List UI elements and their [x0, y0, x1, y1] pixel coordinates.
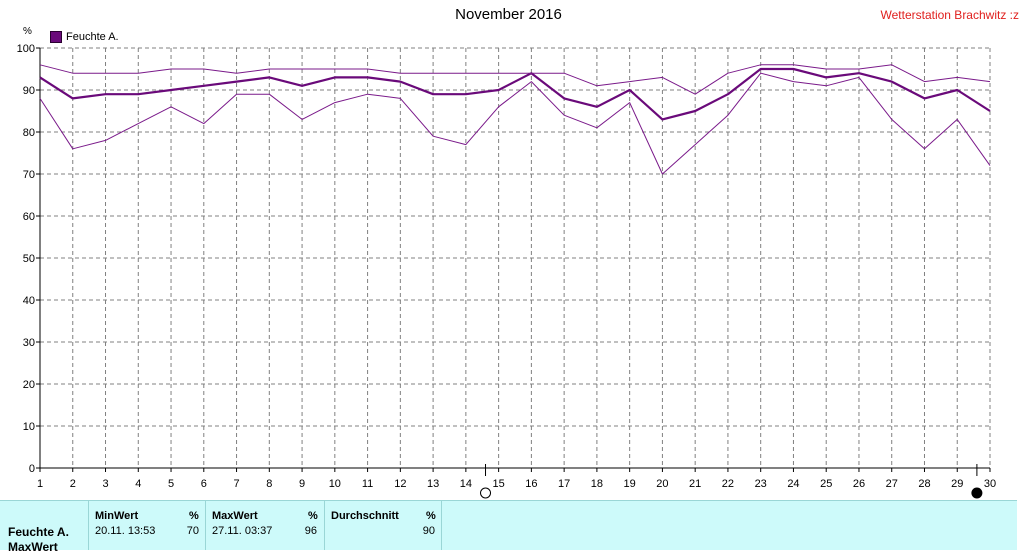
- x-tick-label: 10: [329, 478, 341, 490]
- x-tick-label: 25: [820, 478, 832, 490]
- series-lines: [39, 64, 991, 175]
- stats-series-sub: MaxWert: [8, 540, 58, 554]
- x-tick-label: 19: [624, 478, 636, 490]
- stats-min-value: 70: [186, 525, 199, 537]
- stats-min-cell: MinWert % 20.11. 13:53 70: [88, 501, 205, 550]
- y-tick-label: 70: [23, 169, 35, 181]
- x-tick-label: 22: [722, 478, 734, 490]
- stats-min-unit: %: [189, 510, 199, 522]
- y-tick-label: 100: [17, 43, 35, 55]
- x-tick-label: 23: [755, 478, 767, 490]
- y-tick-label: 90: [23, 85, 35, 97]
- x-tick-label: 3: [102, 478, 108, 490]
- x-tick-label: 20: [656, 478, 668, 490]
- y-tick-labels: 0 10 20 30 40 50 60 70 80 90 100: [17, 43, 35, 475]
- x-tick-label: 29: [951, 478, 963, 490]
- axes: [36, 47, 991, 472]
- stats-max-timestamp: 27.11. 03:37: [212, 525, 273, 537]
- x-tick-label: 7: [233, 478, 239, 490]
- stats-avg-unit: %: [426, 510, 436, 522]
- series-line-max: [39, 64, 991, 95]
- stats-avg-cell: Durchschnitt % 90: [324, 501, 441, 550]
- x-tick-label: 9: [299, 478, 305, 490]
- moon-phases: [480, 464, 983, 499]
- legend-label: Feuchte A.: [66, 31, 119, 43]
- x-tick-label: 30: [984, 478, 996, 490]
- legend: Feuchte A.: [50, 31, 119, 43]
- grid: [40, 47, 991, 468]
- x-tick-label: 21: [689, 478, 701, 490]
- stats-max-cell: MaxWert % 27.11. 03:37 96: [205, 501, 324, 550]
- x-tick-label: 1: [37, 478, 43, 490]
- y-tick-label: 30: [23, 337, 35, 349]
- x-tick-label: 8: [266, 478, 272, 490]
- stats-min-header: MinWert: [95, 510, 139, 522]
- y-tick-label: 0: [29, 463, 35, 475]
- station-name: Wetterstation Brachwitz :z: [880, 8, 1020, 22]
- stats-avg-header: Durchschnitt: [331, 510, 399, 522]
- x-tick-label: 15: [492, 478, 504, 490]
- stats-divider: [441, 501, 442, 550]
- series-line-min: [39, 72, 991, 175]
- x-tick-label: 13: [427, 478, 439, 490]
- full-moon-icon: [480, 487, 492, 499]
- stats-series-name: Feuchte A.: [8, 525, 69, 539]
- x-tick-label: 18: [591, 478, 603, 490]
- y-tick-label: 10: [23, 421, 35, 433]
- stats-max-header: MaxWert: [212, 510, 258, 522]
- y-tick-label: 40: [23, 295, 35, 307]
- y-tick-label: 20: [23, 379, 35, 391]
- legend-swatch: [50, 31, 62, 43]
- stats-avg-value: 90: [422, 525, 435, 537]
- x-tick-labels: 1 2 3 4 5 6 7 8 9 10 11 12 13 14 15 16 17 18 19 20 21 22 23 24 2…: [37, 478, 996, 490]
- x-tick-label: 26: [853, 478, 865, 490]
- chart-title: November 2016: [455, 6, 562, 23]
- y-tick-label: 50: [23, 253, 35, 265]
- x-tick-label: 5: [168, 478, 174, 490]
- series-line-avg: [39, 67, 991, 121]
- x-tick-label: 28: [918, 478, 930, 490]
- y-tick-label: 80: [23, 127, 35, 139]
- x-tick-label: 24: [787, 478, 799, 490]
- new-moon-icon: [971, 487, 983, 499]
- stats-max-value: 96: [304, 525, 317, 537]
- y-tick-label: 60: [23, 211, 35, 223]
- y-axis-unit: %: [23, 26, 32, 37]
- stats-panel: Feuchte A. MaxWert MinWert % 20.11. 13:5…: [0, 500, 1017, 554]
- x-tick-label: 2: [70, 478, 76, 490]
- x-tick-label: 17: [558, 478, 570, 490]
- x-tick-label: 14: [460, 478, 472, 490]
- x-tick-label: 6: [201, 478, 207, 490]
- x-tick-label: 12: [394, 478, 406, 490]
- x-tick-label: 27: [886, 478, 898, 490]
- stats-max-unit: %: [308, 510, 318, 522]
- humidity-chart: 1 2 3 4 5 6 7 8 9 10 11 12 13 14 15 16 17 18 19 20 21 22 23 24 2…: [17, 43, 996, 499]
- x-tick-label: 11: [362, 478, 373, 490]
- x-tick-label: 4: [135, 478, 141, 490]
- stats-min-timestamp: 20.11. 13:53: [95, 525, 156, 537]
- x-tick-label: 16: [525, 478, 537, 490]
